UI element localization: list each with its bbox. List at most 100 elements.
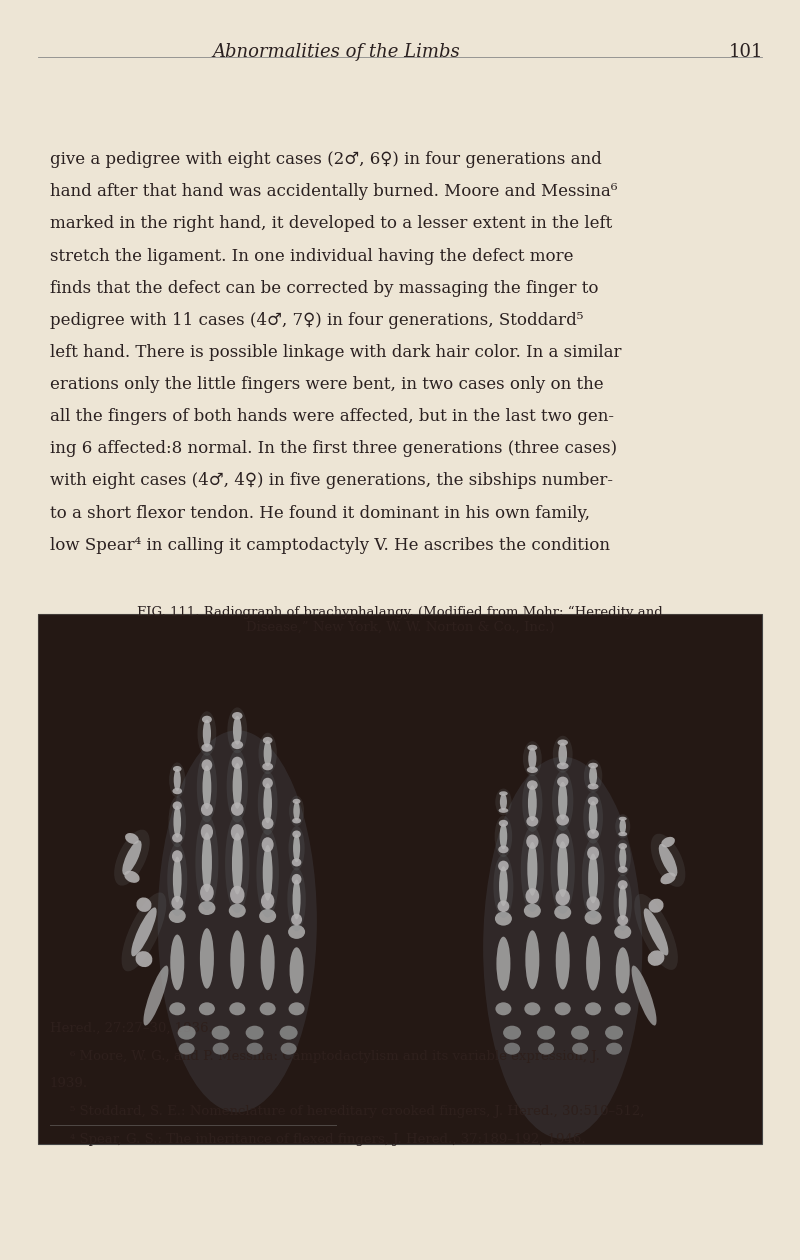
Ellipse shape xyxy=(292,818,301,824)
Ellipse shape xyxy=(231,824,244,840)
Ellipse shape xyxy=(293,834,300,862)
Ellipse shape xyxy=(558,782,567,820)
Ellipse shape xyxy=(585,911,602,925)
Text: 1939.: 1939. xyxy=(50,1077,88,1090)
Ellipse shape xyxy=(258,733,277,774)
Ellipse shape xyxy=(261,893,274,910)
Ellipse shape xyxy=(288,925,305,939)
Ellipse shape xyxy=(495,789,511,815)
Ellipse shape xyxy=(158,731,317,1113)
Ellipse shape xyxy=(174,769,181,791)
Ellipse shape xyxy=(230,1002,246,1016)
Ellipse shape xyxy=(618,816,626,820)
Ellipse shape xyxy=(553,736,573,772)
Ellipse shape xyxy=(262,762,273,770)
Ellipse shape xyxy=(198,901,215,915)
Ellipse shape xyxy=(294,801,300,820)
Ellipse shape xyxy=(650,834,686,887)
Ellipse shape xyxy=(498,820,508,827)
Ellipse shape xyxy=(616,948,630,993)
Ellipse shape xyxy=(227,707,247,753)
Ellipse shape xyxy=(528,747,537,770)
Ellipse shape xyxy=(262,818,274,829)
Ellipse shape xyxy=(202,833,212,892)
Ellipse shape xyxy=(280,1026,298,1039)
Ellipse shape xyxy=(262,777,273,789)
Ellipse shape xyxy=(292,858,302,867)
Ellipse shape xyxy=(231,803,243,815)
Ellipse shape xyxy=(644,908,668,955)
Ellipse shape xyxy=(614,874,632,931)
Ellipse shape xyxy=(572,1043,588,1055)
Ellipse shape xyxy=(281,1043,297,1055)
Ellipse shape xyxy=(500,794,507,810)
Ellipse shape xyxy=(229,903,246,917)
Ellipse shape xyxy=(261,935,274,990)
Ellipse shape xyxy=(173,857,182,902)
Ellipse shape xyxy=(260,1002,276,1016)
Ellipse shape xyxy=(524,1002,540,1016)
Text: pedigree with 11 cases (4♂, 7♀) in four generations, Stoddard⁵: pedigree with 11 cases (4♂, 7♀) in four … xyxy=(50,311,583,329)
Ellipse shape xyxy=(615,814,630,838)
Ellipse shape xyxy=(538,1043,554,1055)
Ellipse shape xyxy=(198,711,216,756)
Ellipse shape xyxy=(169,908,186,924)
Ellipse shape xyxy=(587,829,599,839)
Ellipse shape xyxy=(233,764,242,809)
Ellipse shape xyxy=(618,881,628,890)
Ellipse shape xyxy=(292,830,301,838)
Ellipse shape xyxy=(290,948,303,993)
Ellipse shape xyxy=(200,929,214,989)
Text: stretch the ligament. In one individual having the defect more: stretch the ligament. In one individual … xyxy=(50,247,573,265)
Ellipse shape xyxy=(585,1002,601,1016)
Ellipse shape xyxy=(246,1043,262,1055)
Ellipse shape xyxy=(495,912,512,926)
Ellipse shape xyxy=(649,898,663,912)
Ellipse shape xyxy=(169,796,186,847)
Ellipse shape xyxy=(526,816,538,827)
Ellipse shape xyxy=(173,801,182,810)
Ellipse shape xyxy=(225,814,250,914)
Ellipse shape xyxy=(634,893,678,970)
Ellipse shape xyxy=(557,814,569,825)
Ellipse shape xyxy=(618,832,627,837)
Ellipse shape xyxy=(202,716,212,723)
Ellipse shape xyxy=(554,1002,570,1016)
Ellipse shape xyxy=(122,840,142,874)
Ellipse shape xyxy=(588,784,598,790)
Ellipse shape xyxy=(178,1043,194,1055)
Ellipse shape xyxy=(114,829,150,886)
Ellipse shape xyxy=(648,950,665,966)
Ellipse shape xyxy=(136,897,151,912)
Ellipse shape xyxy=(527,745,538,751)
Text: to a short flexor tendon. He found it dominant in his own family,: to a short flexor tendon. He found it do… xyxy=(50,504,590,522)
Ellipse shape xyxy=(233,716,242,745)
Ellipse shape xyxy=(498,901,510,912)
Ellipse shape xyxy=(287,868,306,931)
Ellipse shape xyxy=(289,796,304,827)
Ellipse shape xyxy=(586,936,600,990)
Ellipse shape xyxy=(524,903,541,917)
Text: low Spear⁴ in calling it camptodactyly V. He ascribes the condition: low Spear⁴ in calling it camptodactyly V… xyxy=(50,537,610,553)
Ellipse shape xyxy=(526,888,539,903)
Ellipse shape xyxy=(170,935,184,990)
Text: left hand. There is possible linkage with dark hair color. In a similar: left hand. There is possible linkage wit… xyxy=(50,344,621,360)
Ellipse shape xyxy=(232,757,243,769)
Ellipse shape xyxy=(556,833,569,848)
Ellipse shape xyxy=(619,847,626,869)
Ellipse shape xyxy=(528,785,537,822)
Bar xyxy=(38,614,762,1144)
Ellipse shape xyxy=(526,766,538,774)
Ellipse shape xyxy=(618,915,628,925)
Bar xyxy=(38,614,762,1144)
Ellipse shape xyxy=(125,833,139,844)
Ellipse shape xyxy=(483,757,642,1139)
Ellipse shape xyxy=(131,907,157,956)
Ellipse shape xyxy=(526,930,539,989)
Ellipse shape xyxy=(124,871,140,883)
Ellipse shape xyxy=(197,752,217,823)
Ellipse shape xyxy=(527,780,538,790)
Ellipse shape xyxy=(169,762,186,798)
Ellipse shape xyxy=(588,762,598,769)
Ellipse shape xyxy=(494,815,512,857)
